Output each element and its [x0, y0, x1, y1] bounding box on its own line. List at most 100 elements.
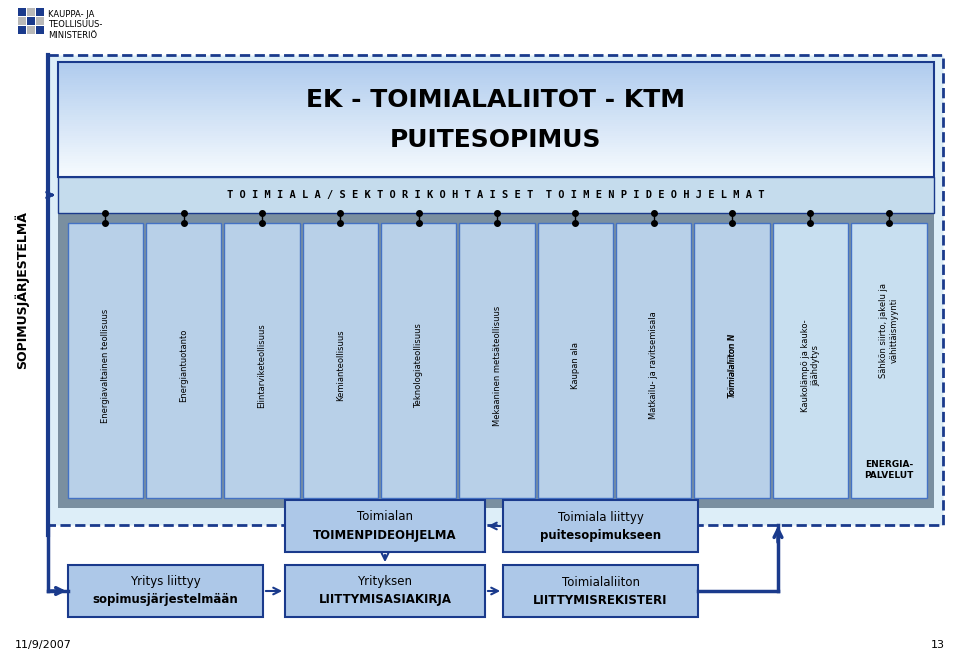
- Text: Toimialaliiton N: Toimialaliiton N: [728, 333, 736, 397]
- Text: SOPIMUSJÄRJESTELMÄ: SOPIMUSJÄRJESTELMÄ: [14, 211, 30, 369]
- Bar: [58, 66, 934, 70]
- Bar: [58, 143, 934, 146]
- Bar: [538, 223, 613, 498]
- Bar: [27, 8, 35, 16]
- Text: ENERGIA-
PALVELUT: ENERGIA- PALVELUT: [864, 461, 914, 480]
- Bar: [58, 168, 934, 171]
- Text: Energiantuotanto: Energiantuotanto: [180, 328, 188, 402]
- Text: EK - TOIMIALALIITOT - KTM: EK - TOIMIALALIITOT - KTM: [306, 88, 685, 112]
- Text: Teknologiateollisuus: Teknologiateollisuus: [414, 323, 423, 408]
- Text: Elintarviketeollisuus: Elintarviketeollisuus: [257, 323, 267, 408]
- Bar: [285, 500, 485, 552]
- Bar: [146, 223, 221, 498]
- Bar: [58, 87, 934, 91]
- Bar: [773, 223, 848, 498]
- Bar: [68, 565, 263, 617]
- Text: TOIMENPIDEOHJELMA: TOIMENPIDEOHJELMA: [313, 528, 457, 541]
- Bar: [58, 172, 934, 175]
- Bar: [58, 117, 934, 120]
- Bar: [58, 133, 934, 137]
- Bar: [58, 177, 934, 213]
- Text: Yrityksen: Yrityksen: [357, 576, 413, 589]
- Bar: [58, 89, 934, 93]
- Bar: [58, 71, 934, 74]
- Text: Kaukolämpö ja kauko-
jäähdytys: Kaukolämpö ja kauko- jäähdytys: [801, 319, 820, 412]
- Bar: [58, 158, 934, 162]
- Text: Energiavaltainen teollisuus: Energiavaltainen teollisuus: [101, 308, 109, 422]
- Bar: [36, 8, 44, 16]
- Bar: [58, 94, 934, 97]
- Text: Toimialaliiton N: Toimialaliiton N: [728, 334, 736, 397]
- Bar: [58, 140, 934, 143]
- Bar: [58, 129, 934, 132]
- Bar: [58, 69, 934, 72]
- Bar: [58, 103, 934, 106]
- Text: 13: 13: [931, 640, 945, 650]
- Text: KAUPPA- JA
TEOLLISUUS-
MINISTERIÖ: KAUPPA- JA TEOLLISUUS- MINISTERIÖ: [48, 10, 103, 40]
- Bar: [58, 62, 934, 177]
- Bar: [58, 163, 934, 166]
- Bar: [58, 97, 934, 100]
- Bar: [302, 223, 378, 498]
- Bar: [58, 120, 934, 123]
- Text: Matkailu- ja ravitsemisala: Matkailu- ja ravitsemisala: [649, 311, 659, 419]
- Bar: [616, 223, 691, 498]
- Bar: [58, 92, 934, 95]
- Bar: [58, 152, 934, 155]
- Bar: [27, 17, 35, 25]
- Bar: [694, 223, 770, 498]
- Bar: [58, 154, 934, 157]
- Text: Kaupan ala: Kaupan ala: [571, 342, 580, 389]
- Bar: [27, 26, 35, 34]
- Bar: [58, 161, 934, 164]
- Text: sopimusjärjestelmään: sopimusjärjestelmään: [92, 593, 238, 606]
- Bar: [58, 170, 934, 173]
- Bar: [58, 138, 934, 141]
- Text: 11/9/2007: 11/9/2007: [15, 640, 72, 650]
- Bar: [18, 26, 26, 34]
- Bar: [381, 223, 456, 498]
- Bar: [58, 64, 934, 68]
- Bar: [36, 17, 44, 25]
- Text: puitesopimukseen: puitesopimukseen: [540, 528, 661, 541]
- Text: Kemianteollisuus: Kemianteollisuus: [336, 330, 345, 401]
- Text: PUITESOPIMUS: PUITESOPIMUS: [391, 128, 602, 152]
- Bar: [58, 145, 934, 148]
- Text: Toimialan: Toimialan: [357, 510, 413, 524]
- Bar: [36, 26, 44, 34]
- Text: Toimiala liittyy: Toimiala liittyy: [558, 510, 643, 524]
- Bar: [18, 8, 26, 16]
- Bar: [58, 62, 934, 65]
- Bar: [503, 500, 698, 552]
- Bar: [58, 156, 934, 160]
- Bar: [459, 223, 535, 498]
- Bar: [58, 78, 934, 81]
- Bar: [58, 166, 934, 169]
- Bar: [58, 80, 934, 83]
- Bar: [58, 85, 934, 88]
- Bar: [58, 131, 934, 134]
- Bar: [58, 110, 934, 114]
- Bar: [503, 565, 698, 617]
- Bar: [58, 74, 934, 77]
- Bar: [58, 76, 934, 79]
- Text: Sähkön siirto, jakelu ja
vähittäismyynti: Sähkön siirto, jakelu ja vähittäismyynti: [879, 283, 899, 378]
- Bar: [67, 223, 143, 498]
- Bar: [58, 124, 934, 127]
- Bar: [58, 101, 934, 104]
- Text: Toimialaliiton: Toimialaliiton: [562, 576, 639, 589]
- Bar: [58, 83, 934, 86]
- Bar: [852, 223, 926, 498]
- Bar: [58, 115, 934, 118]
- Text: LIITTYMISREKISTERI: LIITTYMISREKISTERI: [533, 593, 668, 606]
- Bar: [58, 112, 934, 116]
- Bar: [48, 55, 943, 525]
- Bar: [285, 565, 485, 617]
- Bar: [58, 106, 934, 109]
- Text: Yritys liittyy: Yritys liittyy: [131, 576, 201, 589]
- Bar: [225, 223, 300, 498]
- Text: Mekaaninen metsäteollisuus: Mekaaninen metsäteollisuus: [492, 306, 501, 426]
- Bar: [18, 17, 26, 25]
- Bar: [58, 122, 934, 125]
- Bar: [58, 135, 934, 139]
